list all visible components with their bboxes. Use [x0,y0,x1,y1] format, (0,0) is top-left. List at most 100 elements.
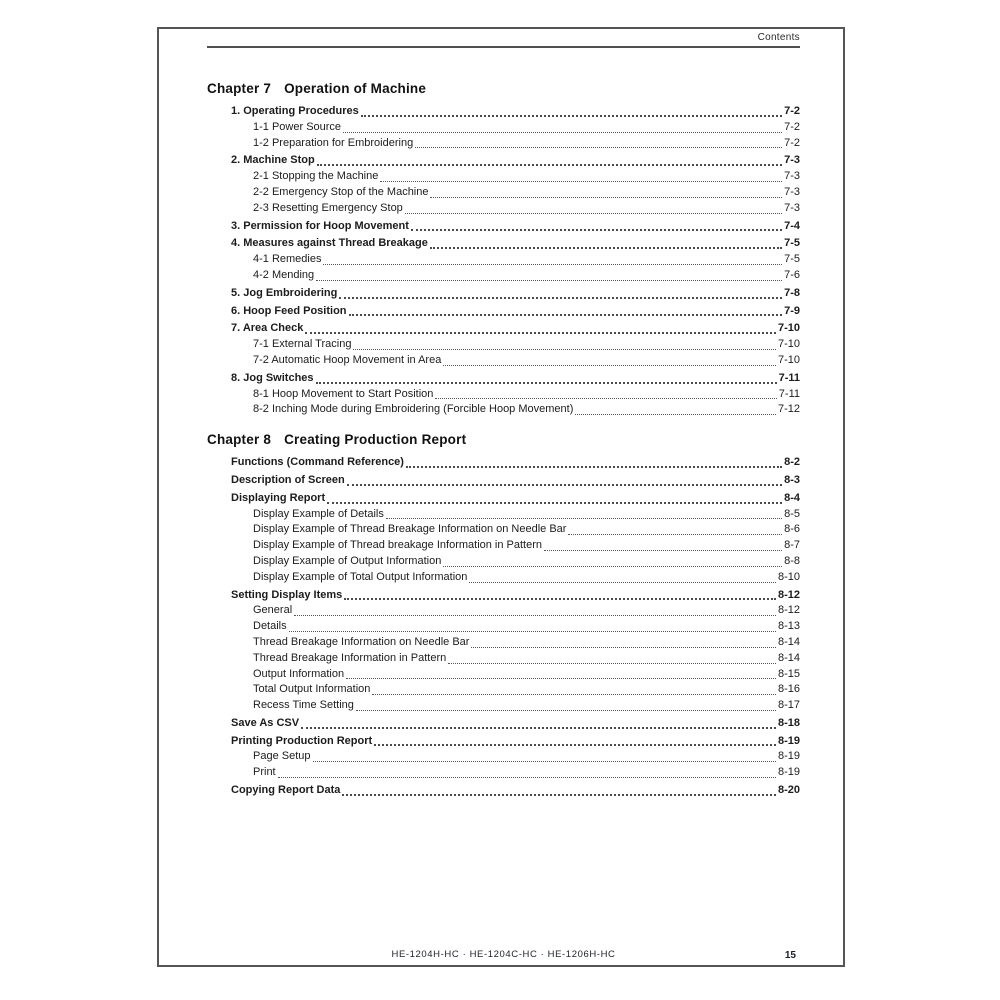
toc-entry-page: 8-13 [777,620,800,633]
toc-entry: 8. Jog Switches 7-11 [207,371,800,387]
toc: Chapter 7 Operation of Machine 1. Operati… [207,80,800,799]
toc-entry-page: 7-2 [784,136,800,149]
toc-entry-label: 6. Hoop Feed Position [231,304,347,317]
dot-leader [316,164,783,167]
toc-entry-page: 8-15 [777,667,800,680]
toc-entry-page: 8-7 [784,539,800,552]
toc-entry-page: 7-5 [784,237,800,250]
header-rule [207,46,800,48]
toc-entry-label: 2-2 Emergency Stop of the Machine [253,185,429,198]
toc-entry: 7. Area Check 7-10 [207,321,800,337]
toc-entry: 5. Jog Embroidering 7-8 [207,286,800,302]
chapter-heading: Chapter 8 Creating Production Report [207,431,800,448]
toc-entry-label: 7-1 External Tracing [253,338,352,351]
toc-entry: 6. Hoop Feed Position 7-9 [207,304,800,320]
toc-entry: 8-2 Inching Mode during Embroidering (Fo… [207,402,800,418]
toc-entry-page: 8-19 [777,734,800,747]
chapter-title: Operation of Machine [284,81,427,96]
toc-entry: Thread Breakage Information in Pattern 8… [207,651,800,667]
toc-entry-label: Display Example of Output Information [253,554,442,567]
toc-entry-label: Display Example of Thread Breakage Infor… [253,523,567,536]
toc-entry: Thread Breakage Information on Needle Ba… [207,635,800,651]
dot-leader [339,296,783,299]
toc-entry-label: 8. Jog Switches [231,371,314,384]
dot-leader [323,263,783,265]
dot-leader [360,114,783,117]
toc-entry-label: Display Example of Total Output Informat… [253,570,468,583]
dot-leader [374,744,776,747]
toc-entry: 4-2 Mending 7-6 [207,268,800,284]
dot-leader [344,598,776,601]
toc-entry-page: 8-4 [784,491,800,504]
toc-entry-page: 7-10 [777,338,800,351]
toc-entry: Print 8-19 [207,765,800,781]
dot-leader [415,147,783,149]
chapter-entries: 1. Operating Procedures 7-2 1-1 Power So… [207,104,800,418]
toc-entry: 7-2 Automatic Hoop Movement in Area 7-10 [207,353,800,369]
toc-entry-label: Details [253,620,287,633]
toc-entry-label: Thread Breakage Information on Needle Ba… [253,635,470,648]
page-content: Contents Chapter 7 Operation of Machine 1… [159,29,843,965]
toc-entry-page: 7-3 [784,154,800,167]
dot-leader [346,678,776,680]
toc-entry-page: 7-3 [784,170,800,183]
toc-entry-page: 8-14 [777,635,800,648]
toc-entry-label: Functions (Command Reference) [231,456,404,469]
dot-leader [305,332,776,335]
toc-entry-label: 8-1 Hoop Movement to Start Position [253,387,434,400]
toc-entry: 8-1 Hoop Movement to Start Position 7-11 [207,387,800,403]
toc-entry-label: 2. Machine Stop [231,154,315,167]
manual-page: Contents Chapter 7 Operation of Machine 1… [157,27,845,967]
toc-entry-page: 7-2 [784,105,800,117]
toc-entry: Setting Display Items 8-12 [207,588,800,604]
toc-entry: 3. Permission for Hoop Movement 7-4 [207,219,800,235]
toc-entry-label: Copying Report Data [231,784,341,797]
toc-entry-page: 8-6 [784,523,800,536]
toc-entry: Display Example of Thread breakage Infor… [207,538,800,554]
toc-entry-label: Total Output Information [253,683,371,696]
toc-entry: 1-1 Power Source 7-2 [207,120,800,136]
dot-leader [429,247,783,250]
toc-entry: General 8-12 [207,603,800,619]
chapter-label: Chapter 7 [207,81,272,96]
toc-entry: 2-3 Resetting Emergency Stop 7-3 [207,201,800,217]
toc-entry-page: 7-4 [784,219,800,232]
toc-entry: 4-1 Remedies 7-5 [207,252,800,268]
toc-entry-page: 8-19 [777,750,800,763]
toc-entry: 2. Machine Stop 7-3 [207,153,800,169]
toc-entry: 1-2 Preparation for Embroidering 7-2 [207,136,800,152]
dot-leader [448,662,776,664]
toc-entry-page: 7-11 [778,387,800,400]
toc-entry-page: 7-3 [784,185,800,198]
dot-leader [348,314,783,317]
dot-leader [316,279,783,281]
toc-entry-label: 8-2 Inching Mode during Embroidering (Fo… [253,403,574,416]
toc-entry-label: Page Setup [253,750,311,763]
chapter-entries: Functions (Command Reference) 8-2 Descri… [207,455,800,799]
toc-entry-label: Printing Production Report [231,734,373,747]
toc-entry: Display Example of Thread Breakage Infor… [207,522,800,538]
dot-leader [435,398,777,400]
dot-leader [346,483,783,486]
toc-entry-page: 7-12 [777,403,800,416]
contents-header-label: Contents [757,32,800,43]
dot-leader [315,381,777,384]
toc-entry-page: 8-19 [777,766,800,779]
toc-entry: Total Output Information 8-16 [207,682,800,698]
toc-entry-label: 5. Jog Embroidering [231,286,338,299]
toc-entry-page: 8-17 [777,699,800,712]
toc-chapter: Chapter 7 Operation of Machine 1. Operati… [207,80,800,418]
toc-entry: Printing Production Report 8-19 [207,734,800,750]
toc-entry-page: 8-16 [777,683,800,696]
toc-entry: 1. Operating Procedures 7-2 [207,104,800,120]
toc-entry-label: 7. Area Check [231,322,304,335]
dot-leader [469,581,776,583]
toc-entry: Save As CSV 8-18 [207,716,800,732]
toc-entry-label: 4-2 Mending [253,268,315,281]
dot-leader [353,348,776,350]
dot-leader [294,615,776,617]
toc-entry-page: 8-3 [784,473,800,486]
chapter-label: Chapter 8 [207,432,272,448]
toc-entry-page: 7-10 [777,353,800,366]
page-footer: HE-1204H-HC · HE-1204C-HC · HE-1206H-HC … [207,948,800,962]
